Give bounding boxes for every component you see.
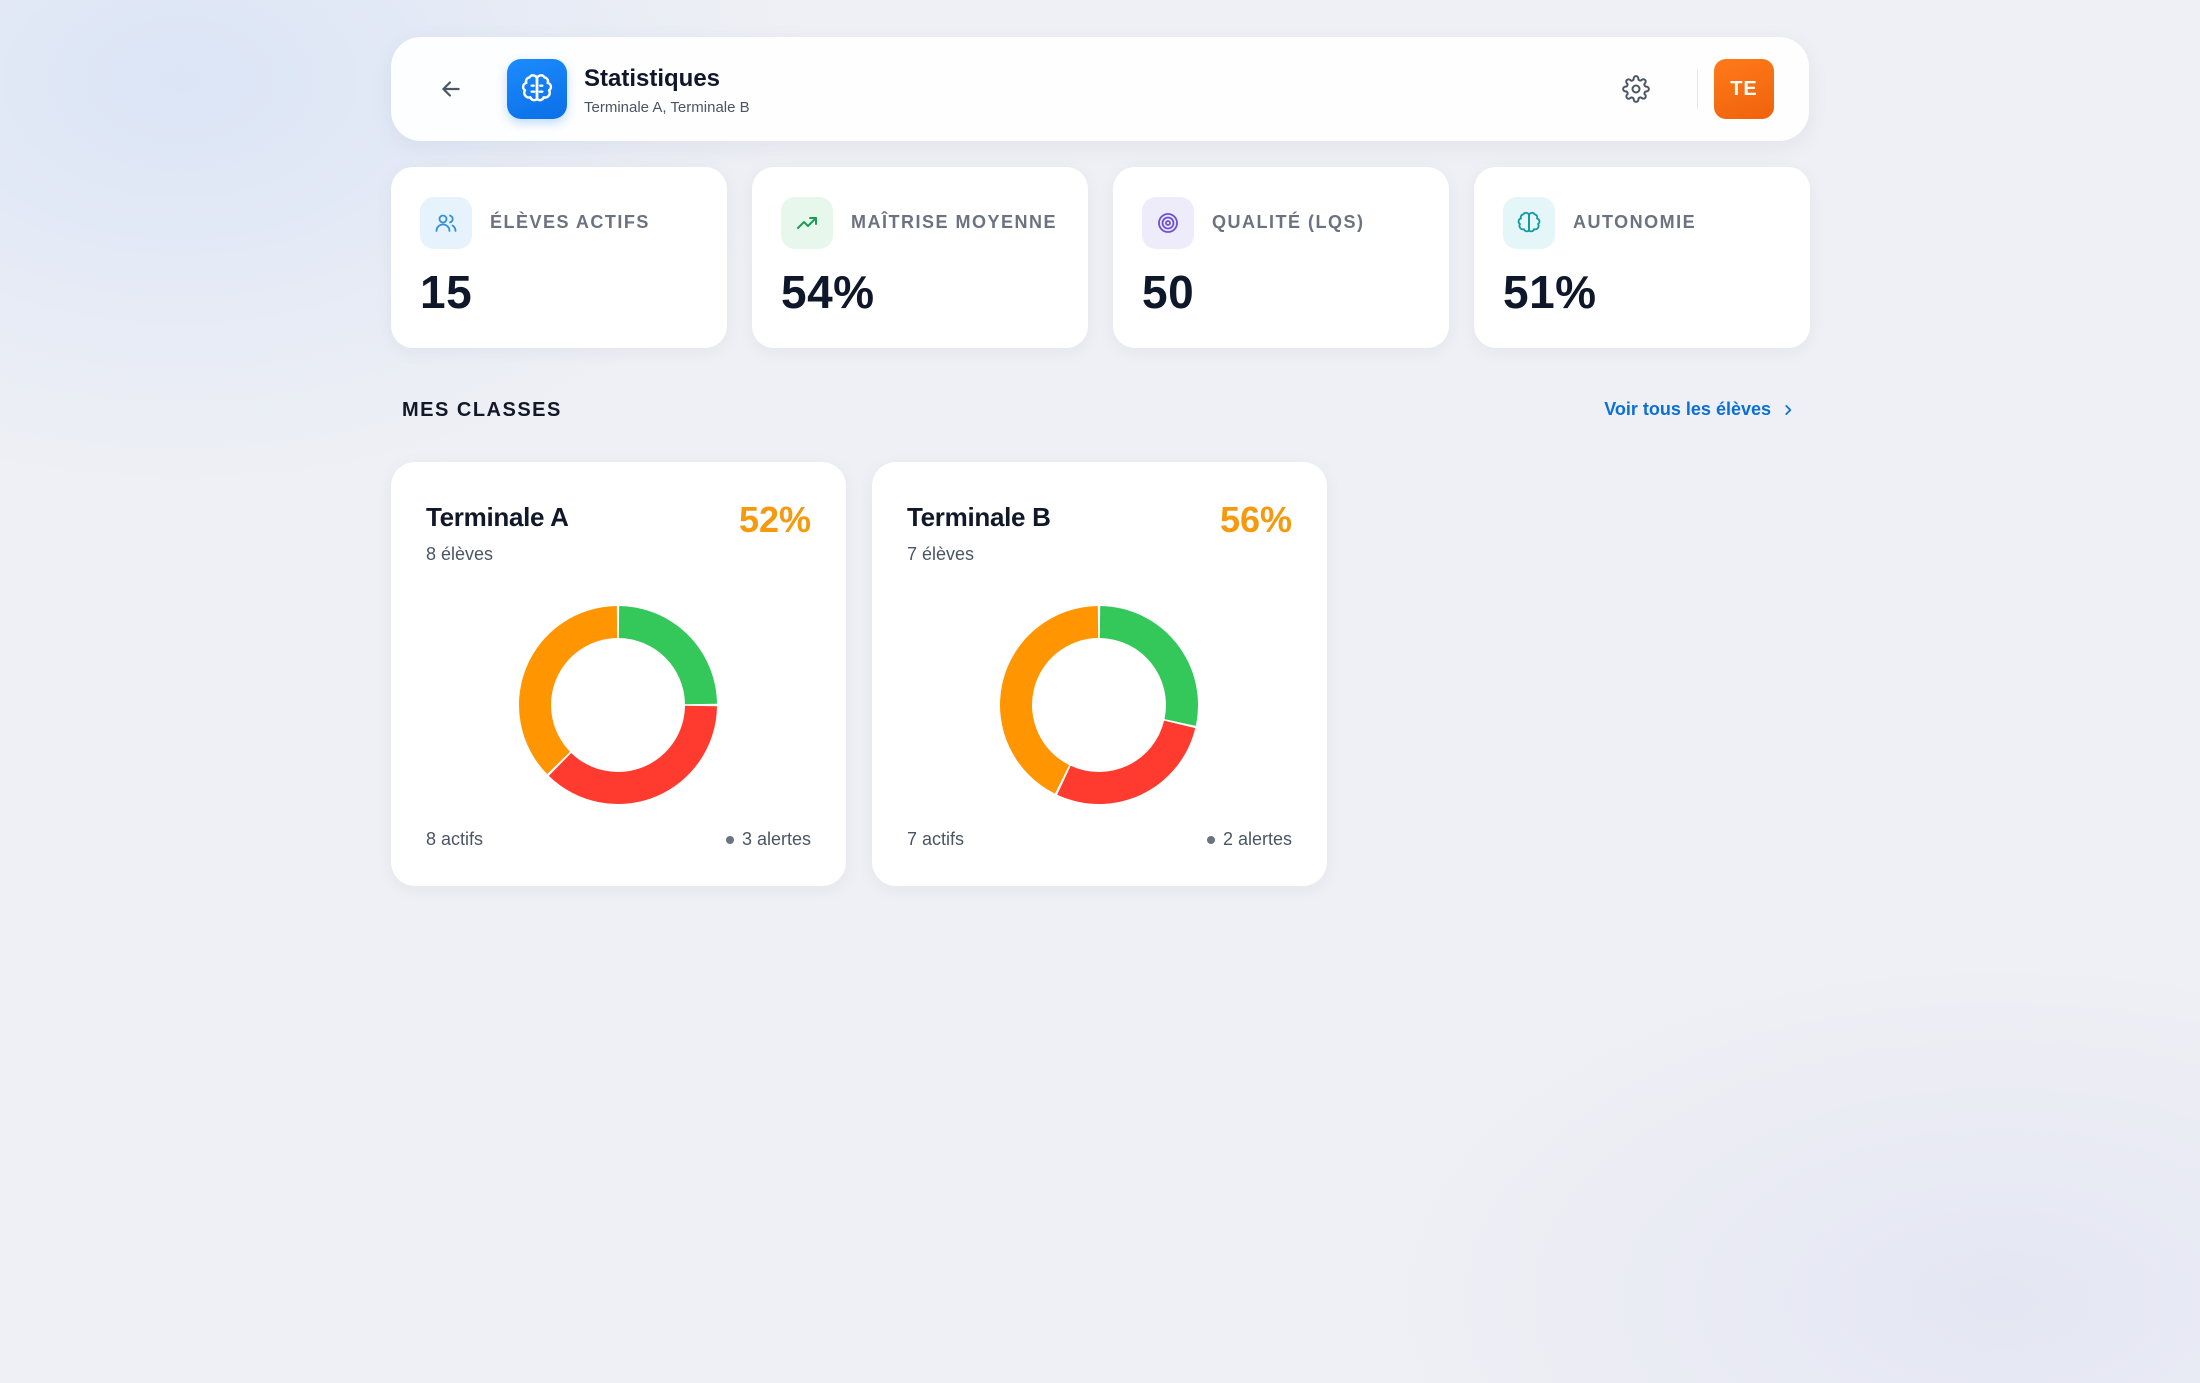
class-active-count: 7 actifs [907, 829, 965, 849]
stat-icon-wrap [420, 197, 472, 249]
class-alerts-label: 2 alertes [1222, 829, 1292, 849]
app-logo [507, 59, 567, 119]
stat-label: ÉLÈVES ACTIFS [490, 212, 650, 232]
stat-card-active-students: ÉLÈVES ACTIFS 15 [391, 167, 727, 348]
stat-card-quality: QUALITÉ (LQS) 50 [1113, 167, 1449, 348]
arrow-left-icon [442, 81, 460, 97]
donut-segment [618, 606, 717, 705]
brain-icon [521, 74, 553, 102]
see-all-label: Voir tous les élèves [1604, 399, 1771, 419]
stat-value: 15 [420, 266, 473, 318]
class-name: Terminale B [907, 502, 1051, 532]
donut-segment [1099, 606, 1198, 726]
class-alerts: 3 alertes [725, 829, 811, 850]
alert-dot [725, 835, 734, 844]
brain-icon [1517, 211, 1541, 233]
class-name: Terminale A [426, 502, 569, 532]
trending-up-icon [797, 217, 817, 229]
avatar[interactable]: TE [1714, 59, 1774, 119]
back-button[interactable] [431, 69, 471, 109]
class-alerts: 2 alertes [1206, 829, 1292, 850]
page-subtitle: Terminale A, Terminale B [584, 99, 750, 116]
class-card-terminale-b[interactable]: Terminale B 7 élèves 56% 7 actifs 2 aler… [872, 462, 1327, 886]
class-donut-chart [519, 606, 717, 804]
stat-label: MAÎTRISE MOYENNE [851, 212, 1058, 232]
stat-label: QUALITÉ (LQS) [1212, 212, 1365, 232]
stat-icon-wrap [781, 197, 833, 249]
header-divider [1697, 69, 1698, 109]
target-icon [1158, 213, 1178, 233]
top-bar: Statistiques Terminale A, Terminale B TE [391, 37, 1809, 141]
stat-value: 50 [1142, 266, 1195, 318]
stat-card-average-mastery: MAÎTRISE MOYENNE 54% [752, 167, 1088, 348]
class-donut-chart [1000, 606, 1198, 804]
alert-dot [1206, 835, 1215, 844]
donut-segment [519, 606, 618, 775]
stat-icon-wrap [1142, 197, 1194, 249]
donut-segment [548, 705, 717, 804]
section-title: MES CLASSES [402, 399, 562, 421]
chevron-right-icon [1785, 404, 1792, 415]
class-alerts-label: 3 alertes [741, 829, 811, 849]
class-card-terminale-a[interactable]: Terminale A 8 élèves 52% 8 actifs 3 aler… [391, 462, 846, 886]
class-mastery-percent: 56% [1219, 499, 1292, 540]
class-active-count: 8 actifs [426, 829, 484, 849]
gear-icon [1622, 75, 1650, 103]
stat-label: AUTONOMIE [1573, 212, 1697, 232]
see-all-students-link[interactable]: Voir tous les élèves [1604, 399, 1795, 420]
donut-segment [1057, 720, 1196, 804]
stat-card-autonomy: AUTONOMIE 51% [1474, 167, 1810, 348]
page-title: Statistiques [584, 65, 721, 92]
settings-button[interactable] [1616, 69, 1656, 109]
users-icon [435, 214, 457, 232]
donut-segment [1000, 606, 1099, 794]
stat-icon-wrap [1503, 197, 1555, 249]
class-student-count: 8 élèves [426, 544, 494, 564]
stat-value: 54% [781, 266, 875, 318]
stat-value: 51% [1503, 266, 1597, 318]
class-student-count: 7 élèves [907, 544, 975, 564]
class-mastery-percent: 52% [738, 499, 811, 540]
